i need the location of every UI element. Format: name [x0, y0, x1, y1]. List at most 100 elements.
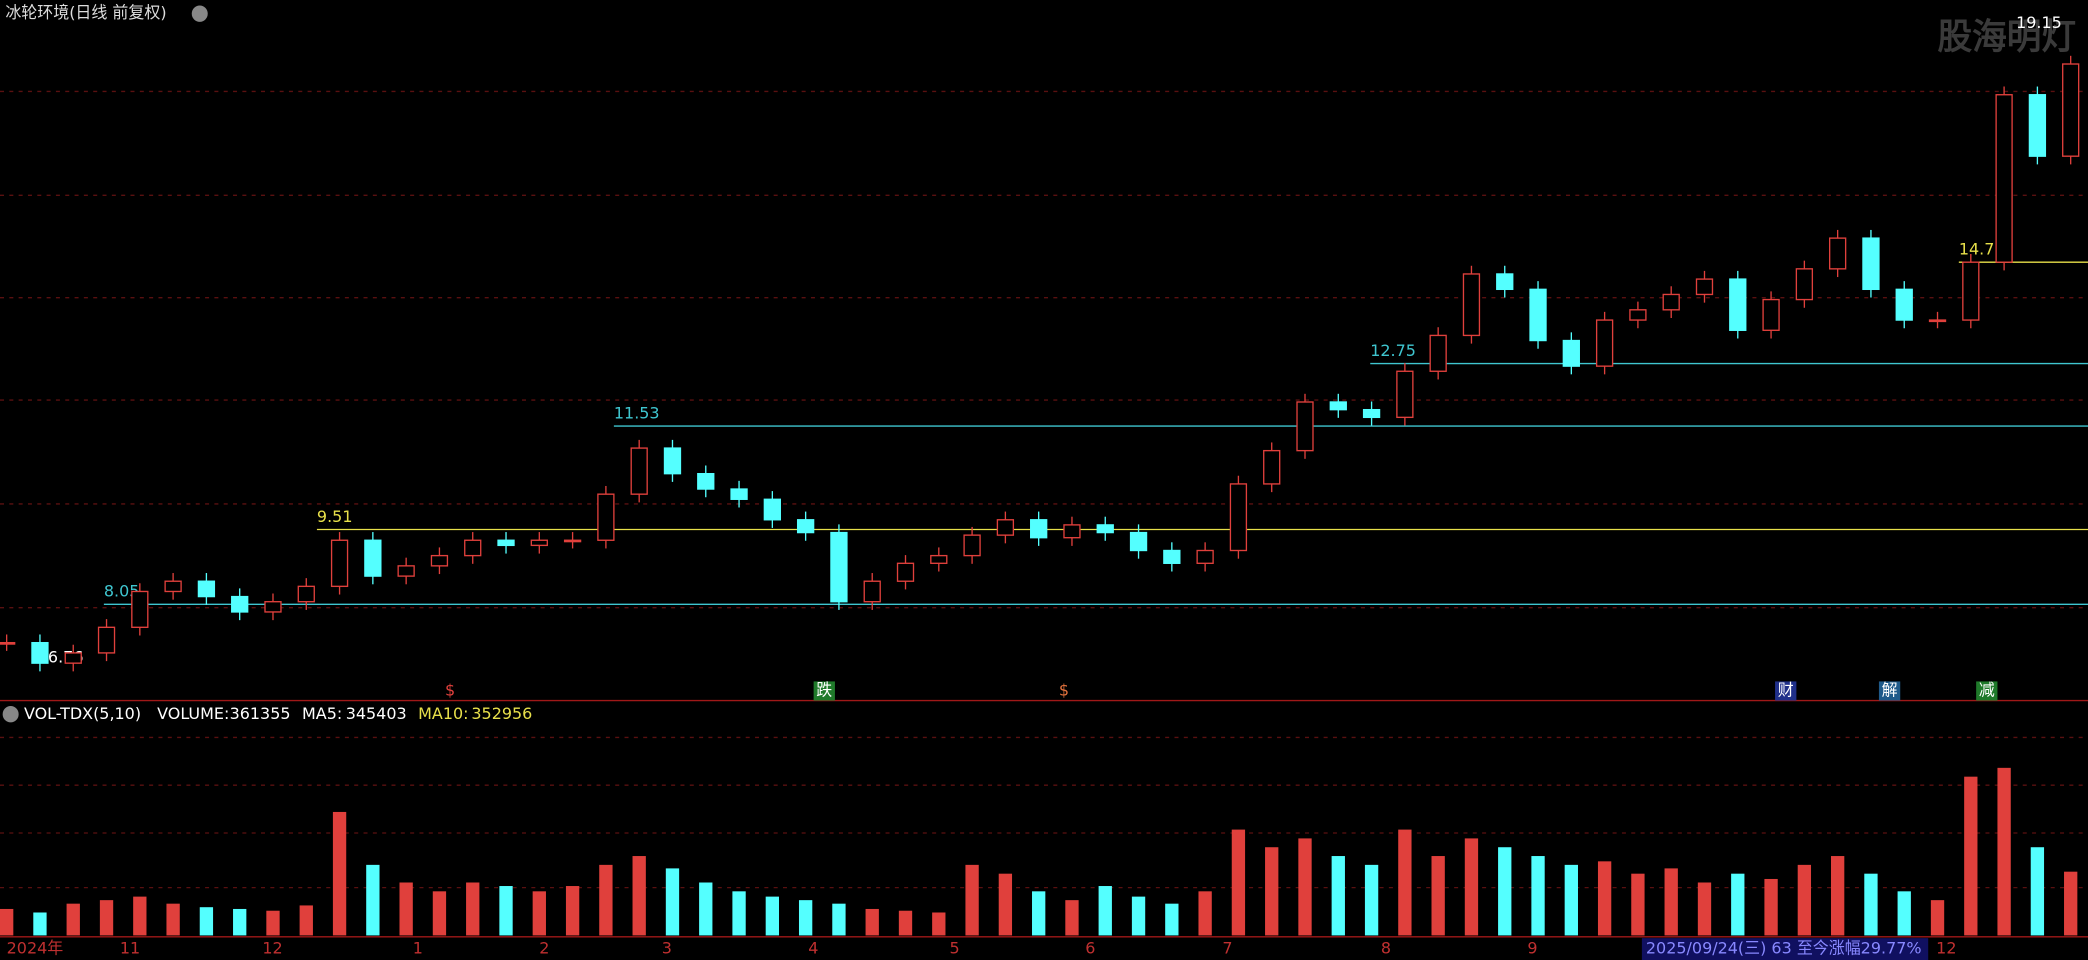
candle-body [1629, 309, 1647, 321]
candle-body [1595, 319, 1614, 367]
volume-bar [1830, 856, 1845, 936]
volume-bar [1065, 900, 1079, 936]
candle-body [1196, 549, 1214, 564]
price-level-label: 11.53 [614, 403, 660, 422]
x-tick-label: 3 [662, 938, 672, 957]
x-tick-label: 9 [1527, 938, 1537, 957]
volume-bar [1265, 847, 1279, 936]
volume-bar [565, 886, 580, 936]
volume-bar [1131, 896, 1146, 936]
menu-button[interactable] [191, 5, 208, 22]
candle-body [297, 585, 315, 603]
candle-body [930, 554, 948, 564]
volume-bar [1930, 900, 1945, 936]
event-badge [813, 681, 835, 701]
candle-body [1662, 293, 1680, 311]
candle-body [2028, 94, 2047, 157]
candle-body [563, 539, 582, 543]
candle-body [630, 447, 648, 495]
volume-bar [532, 891, 546, 936]
volume-bar [166, 903, 180, 936]
candle-body [663, 447, 682, 475]
volume-readout-label: MA10: [418, 704, 468, 723]
volume-bar [233, 908, 247, 936]
volume-readout-value: 352956 [471, 704, 532, 723]
candle-body [2062, 63, 2080, 157]
volume-bar [1398, 829, 1412, 936]
x-tick-label: 7 [1222, 938, 1232, 957]
volume-bar [499, 886, 513, 936]
candle-body [464, 539, 482, 557]
volume-bar [266, 910, 280, 936]
volume-bar [1464, 838, 1479, 936]
volume-indicator: VOL-TDX(5,10) [24, 704, 141, 723]
candle-body [1129, 531, 1148, 552]
event-marker: 解 [1882, 680, 1898, 699]
volume-bar [865, 908, 879, 936]
x-tick-label: 12 [1936, 938, 1956, 957]
price-level-label: 9.51 [317, 507, 353, 526]
candle-body [1229, 483, 1248, 552]
candle-body [64, 652, 82, 664]
candle-body [896, 562, 915, 582]
volume-bar [1997, 767, 2011, 936]
candle-body [0, 641, 16, 645]
candle-body [763, 498, 782, 521]
volume-bar [0, 908, 14, 936]
volume-bar [1597, 861, 1612, 936]
volume-bar [932, 912, 946, 936]
volume-bar [599, 864, 613, 936]
candle-body [430, 554, 449, 567]
candle-body [131, 590, 149, 628]
candle-body [1562, 339, 1580, 367]
candle-body [197, 580, 216, 598]
volume-bar [1964, 776, 1978, 936]
volume-menu-button[interactable] [2, 706, 19, 723]
candle-body [1462, 273, 1481, 337]
volume-bar [1098, 886, 1112, 936]
candle-body [1163, 549, 1181, 564]
candle-body [164, 580, 182, 593]
volume-bar [1531, 856, 1545, 936]
candle-body [1762, 298, 1780, 331]
volume-bar [699, 882, 713, 936]
volume-bar [99, 900, 114, 936]
volume-bar [2030, 847, 2045, 936]
candle-body [1429, 334, 1447, 372]
candle-body [597, 493, 615, 541]
event-badge [1878, 681, 1901, 701]
volume-bar [1198, 891, 1212, 936]
event-badge [1976, 681, 1998, 701]
candle-body [1695, 278, 1714, 296]
candle-body [1895, 288, 1913, 321]
volume-readout-value: 345403 [346, 704, 407, 723]
candle-body [31, 641, 49, 664]
watermark: 股海明灯 [1938, 16, 2076, 58]
candle-body [863, 580, 881, 603]
candle-body [730, 488, 748, 500]
candle-body [1362, 408, 1381, 419]
candle-body [1496, 273, 1514, 291]
candle-body [530, 539, 548, 547]
volume-bar [133, 896, 147, 936]
volume-bar [1697, 882, 1712, 936]
chart-title: 冰轮环境(日线 前复权) [5, 3, 166, 22]
volume-bar [632, 856, 646, 936]
volume-bar [1331, 856, 1345, 936]
candle-body [1030, 519, 1048, 539]
candle-body [1995, 94, 2013, 263]
price-level-label: 8.05 [104, 581, 140, 600]
status-box [1641, 938, 1929, 960]
volume-bar [199, 907, 214, 936]
volume-bar [466, 882, 480, 936]
candle-body [1862, 237, 1880, 291]
volume-bar [832, 903, 846, 936]
volume-bar [332, 811, 347, 936]
volume-bar [366, 864, 380, 936]
candle-body [1263, 449, 1281, 485]
x-tick-label: 2024年 [7, 938, 64, 957]
volume-bar [1032, 891, 1046, 936]
candle-body [996, 519, 1015, 536]
event-marker: 减 [1979, 680, 1995, 699]
